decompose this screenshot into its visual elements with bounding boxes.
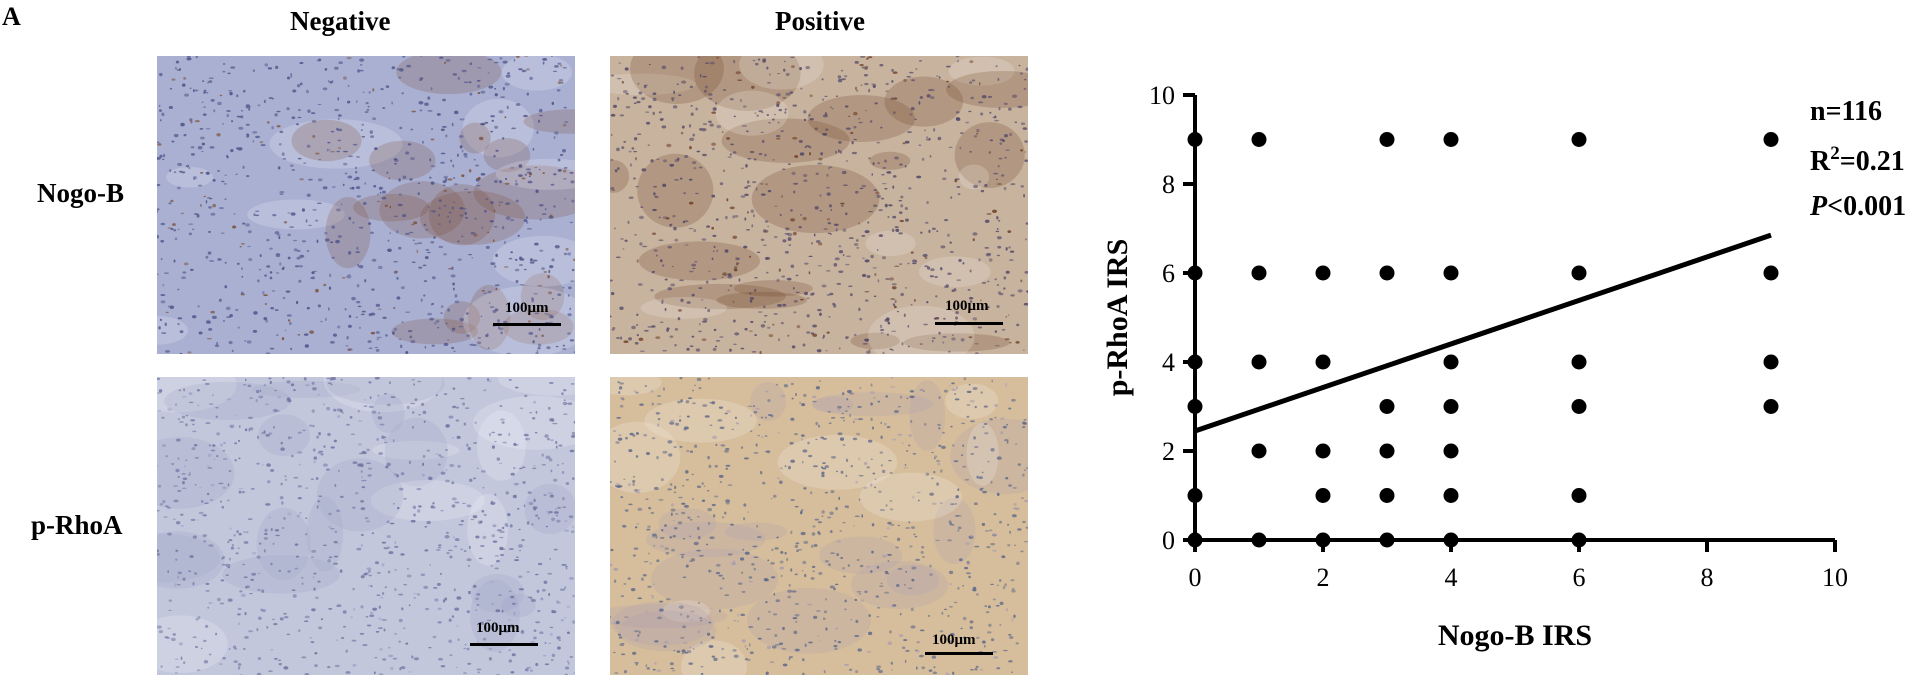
- y-tick-label: 6: [1162, 259, 1175, 288]
- row-label-nogo-b: Nogo-B: [37, 178, 124, 208]
- x-tick-label: 10: [1822, 563, 1848, 592]
- data-point: [1379, 132, 1395, 147]
- data-point: [1379, 443, 1395, 459]
- data-point: [1763, 354, 1779, 370]
- scatter-chart: p-RhoA IRS Nogo-B IRS 0 2 4 6 8 10 0 2 4 6 8 10 n=1…: [1101, 81, 1905, 652]
- data-point: [1763, 399, 1779, 414]
- micrograph-p-rhoa-positive: [610, 377, 1028, 675]
- data-point: [1571, 488, 1587, 503]
- scale-bar: [925, 652, 993, 655]
- micrograph-p-rhoa-negative: [157, 377, 575, 675]
- data-point: [1443, 265, 1459, 281]
- data-points: [1187, 132, 1779, 548]
- column-header-positive: Positive: [775, 6, 865, 36]
- data-point: [1763, 265, 1779, 281]
- scale-bar-label: 100μm: [476, 620, 520, 636]
- y-tick-label: 0: [1162, 526, 1175, 555]
- data-point: [1315, 488, 1331, 503]
- y-tick-label: 2: [1162, 437, 1175, 466]
- y-tick-label: 4: [1162, 348, 1175, 377]
- micrograph-nogo-b-positive: [610, 56, 1028, 354]
- data-point: [1315, 443, 1331, 459]
- data-point: [1315, 354, 1331, 370]
- scale-bar-label: 100μm: [945, 298, 989, 314]
- data-point: [1443, 443, 1459, 459]
- axes: 0 2 4 6 8 10 0 2 4 6 8 10: [1149, 81, 1848, 592]
- stat-r-squared: R2=0.21: [1810, 143, 1905, 177]
- data-point: [1443, 132, 1459, 147]
- data-point: [1187, 532, 1203, 548]
- data-point: [1187, 354, 1203, 370]
- data-point: [1379, 488, 1395, 503]
- x-tick-label: 4: [1445, 563, 1458, 592]
- y-axis-title-group: p-RhoA IRS: [1101, 239, 1134, 397]
- data-point: [1379, 399, 1395, 414]
- micrograph-nogo-b-negative: [157, 56, 575, 354]
- stat-p-value: P<0.001: [1809, 191, 1905, 222]
- scale-bar: [493, 323, 561, 326]
- data-point: [1443, 354, 1459, 370]
- scale-bar: [935, 322, 1003, 325]
- x-tick-label: 2: [1317, 563, 1330, 592]
- micrograph-texture: [157, 377, 575, 675]
- data-point: [1251, 265, 1267, 281]
- column-header-negative: Negative: [290, 6, 391, 36]
- data-point: [1187, 132, 1203, 147]
- panel-letter: A: [2, 2, 21, 31]
- y-tick-label: 10: [1149, 81, 1175, 110]
- data-point: [1763, 132, 1779, 147]
- micrograph-texture: [610, 377, 1028, 675]
- data-point: [1251, 354, 1267, 370]
- data-point: [1443, 488, 1459, 503]
- data-point: [1187, 399, 1203, 414]
- x-tick-label: 0: [1189, 563, 1202, 592]
- scale-bar: [470, 643, 538, 646]
- data-point: [1571, 399, 1587, 414]
- x-tick-label: 8: [1701, 563, 1714, 592]
- regression-line: [1194, 232, 1772, 434]
- data-point: [1571, 265, 1587, 281]
- data-point: [1379, 532, 1395, 548]
- data-point: [1251, 132, 1267, 147]
- data-point: [1443, 532, 1459, 548]
- micrograph-texture: [157, 56, 575, 354]
- scale-bar-label: 100μm: [505, 300, 549, 316]
- y-axis-title: p-RhoA IRS: [1101, 239, 1134, 397]
- x-axis-title: Nogo-B IRS: [1438, 619, 1592, 652]
- scale-bar-label: 100μm: [932, 632, 976, 648]
- regression-line-group: [1194, 232, 1772, 434]
- data-point: [1571, 532, 1587, 548]
- data-point: [1315, 532, 1331, 548]
- y-tick-label: 8: [1162, 170, 1175, 199]
- data-point: [1571, 354, 1587, 370]
- data-point: [1571, 132, 1587, 147]
- data-point: [1379, 265, 1395, 281]
- row-label-p-rhoa: p-RhoA: [31, 510, 123, 540]
- micrograph-texture: [610, 56, 1028, 354]
- data-point: [1251, 532, 1267, 548]
- data-point: [1315, 265, 1331, 281]
- data-point: [1187, 265, 1203, 281]
- stat-n: n=116: [1810, 96, 1882, 127]
- data-point: [1187, 488, 1203, 503]
- x-tick-label: 6: [1573, 563, 1586, 592]
- data-point: [1443, 399, 1459, 414]
- data-point: [1251, 443, 1267, 459]
